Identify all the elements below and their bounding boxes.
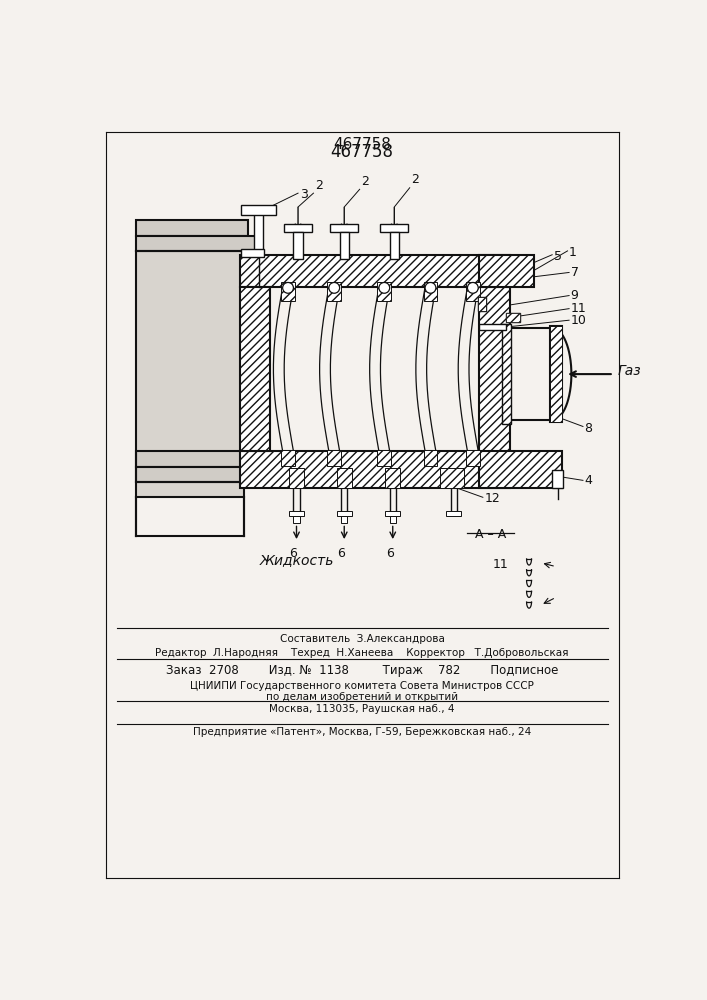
- Bar: [479, 287, 510, 453]
- Text: 4: 4: [585, 474, 592, 487]
- Bar: [478, 297, 486, 311]
- Bar: [479, 451, 562, 488]
- Bar: [281, 450, 295, 466]
- Circle shape: [329, 282, 339, 293]
- Bar: [241, 249, 264, 257]
- Bar: [479, 324, 506, 330]
- Bar: [327, 450, 341, 466]
- Bar: [423, 450, 438, 466]
- Bar: [502, 324, 511, 424]
- Bar: [240, 451, 510, 488]
- Bar: [479, 255, 534, 287]
- Bar: [506, 312, 520, 322]
- Bar: [288, 468, 304, 488]
- Text: 6: 6: [386, 547, 394, 560]
- Text: 6: 6: [337, 547, 345, 560]
- Text: 3: 3: [300, 188, 308, 201]
- Bar: [466, 282, 480, 301]
- Bar: [550, 326, 562, 422]
- Bar: [337, 468, 352, 488]
- Bar: [281, 282, 295, 301]
- Bar: [293, 516, 300, 523]
- Bar: [390, 232, 399, 259]
- Bar: [241, 205, 276, 215]
- Bar: [240, 287, 269, 451]
- Bar: [550, 326, 562, 422]
- Bar: [440, 468, 464, 488]
- Bar: [341, 516, 347, 523]
- Text: 9: 9: [571, 289, 578, 302]
- Bar: [552, 470, 563, 488]
- Circle shape: [467, 282, 478, 293]
- Text: по делам изобретений и открытий: по делам изобретений и открытий: [266, 692, 458, 702]
- Bar: [288, 511, 304, 516]
- Bar: [136, 482, 244, 497]
- Bar: [380, 224, 408, 232]
- Bar: [423, 282, 438, 301]
- Bar: [136, 466, 248, 482]
- Bar: [378, 282, 391, 301]
- Text: Газ: Газ: [618, 364, 641, 378]
- Text: Предприятие «Патент», Москва, Г-59, Бережковская наб., 24: Предприятие «Патент», Москва, Г-59, Бере…: [193, 727, 531, 737]
- Bar: [378, 450, 391, 466]
- Text: 11: 11: [571, 302, 586, 315]
- Bar: [330, 224, 358, 232]
- Text: 8: 8: [585, 422, 592, 434]
- Text: 5: 5: [554, 250, 561, 263]
- Text: Москва, 113035, Раушская наб., 4: Москва, 113035, Раушская наб., 4: [269, 704, 455, 714]
- Bar: [339, 232, 349, 259]
- Text: А – А: А – А: [475, 528, 506, 541]
- Bar: [254, 209, 264, 255]
- Bar: [284, 224, 312, 232]
- Circle shape: [283, 282, 293, 293]
- Text: 1: 1: [569, 246, 577, 259]
- Bar: [385, 468, 400, 488]
- Bar: [390, 516, 396, 523]
- Bar: [446, 511, 461, 516]
- Text: Составитель  З.Александрова: Составитель З.Александрова: [279, 634, 445, 644]
- Text: 11: 11: [493, 558, 508, 571]
- Text: Редактор  Л.Народняя    Техред  Н.Ханеева    Корректор   Т.Добровольская: Редактор Л.Народняя Техред Н.Ханеева Кор…: [156, 648, 568, 658]
- Text: 467758: 467758: [333, 137, 391, 152]
- Bar: [478, 297, 486, 311]
- Text: ЦНИИПИ Государственного комитета Совета Министров СССР: ЦНИИПИ Государственного комитета Совета …: [190, 681, 534, 691]
- Bar: [337, 511, 352, 516]
- Bar: [466, 450, 480, 466]
- Bar: [136, 235, 256, 251]
- Circle shape: [379, 282, 390, 293]
- Bar: [240, 255, 510, 287]
- Text: 7: 7: [571, 266, 578, 279]
- Bar: [506, 312, 520, 322]
- Text: 10: 10: [571, 314, 587, 327]
- Bar: [385, 511, 400, 516]
- Text: 2: 2: [411, 173, 419, 186]
- Text: Жидкость: Жидкость: [259, 553, 334, 567]
- Text: 6: 6: [289, 547, 298, 560]
- Bar: [327, 282, 341, 301]
- Bar: [293, 232, 303, 259]
- Bar: [136, 220, 248, 235]
- Bar: [136, 251, 244, 451]
- Text: 12: 12: [484, 492, 500, 505]
- Text: 467758: 467758: [330, 143, 394, 161]
- Bar: [136, 451, 256, 466]
- Text: 2: 2: [361, 175, 369, 188]
- Text: Заказ  2708        Изд. №  1138         Тираж    782        Подписное: Заказ 2708 Изд. № 1138 Тираж 782 Подписн…: [165, 664, 558, 677]
- Text: 2: 2: [315, 179, 323, 192]
- Circle shape: [425, 282, 436, 293]
